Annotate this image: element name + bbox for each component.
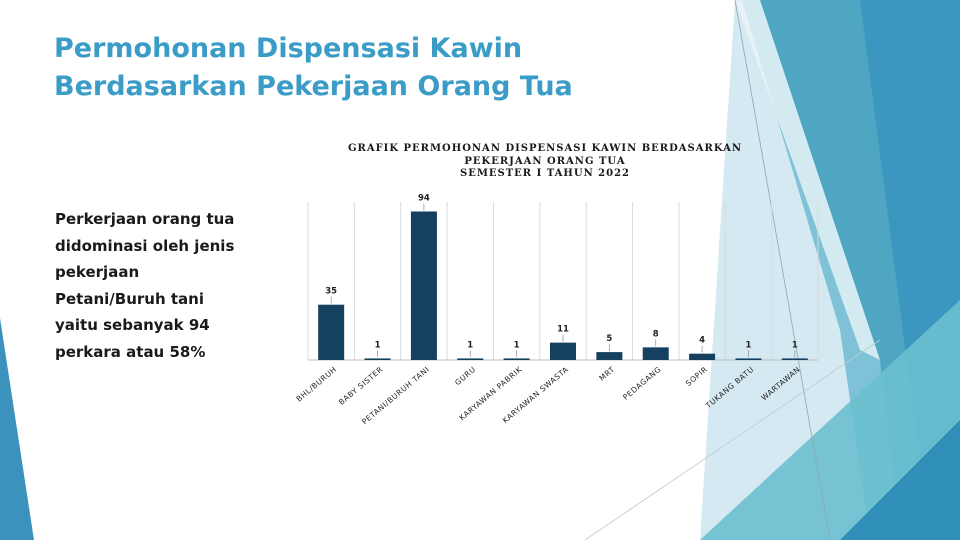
description-line-4: Petani/Buruh tani bbox=[55, 289, 204, 308]
bar bbox=[457, 358, 484, 360]
data-label: 5 bbox=[606, 334, 612, 344]
bar bbox=[364, 358, 391, 360]
slide-title-line-1: Permohonan Dispensasi Kawin bbox=[54, 33, 523, 64]
data-label: 94 bbox=[418, 193, 430, 203]
x-tick-label: BHL/BURUH bbox=[294, 365, 338, 404]
bar bbox=[735, 358, 762, 360]
thin-diagonal-line-2 bbox=[584, 339, 881, 540]
chart-title: GRAFIK PERMOHONAN DISPENSASI KAWIN BERDA… bbox=[320, 143, 770, 181]
description-line-6: perkara atau 58% bbox=[55, 342, 206, 361]
bar bbox=[689, 353, 716, 360]
x-tick-label: GURU bbox=[453, 365, 477, 388]
description-line-1: Perkerjaan orang tua bbox=[55, 210, 235, 228]
bar bbox=[781, 358, 808, 360]
data-label: 1 bbox=[792, 340, 798, 350]
lower-aqua-wedge bbox=[700, 300, 960, 540]
data-label: 1 bbox=[514, 340, 520, 350]
data-label: 35 bbox=[325, 287, 337, 297]
bar bbox=[596, 352, 623, 360]
bar bbox=[410, 211, 437, 360]
slide-title-line-2: Berdasarkan Pekerjaan Orang Tua bbox=[54, 71, 573, 102]
chart-title-line-3: SEMESTER I TAHUN 2022 bbox=[459, 168, 631, 179]
white-sliver bbox=[735, 0, 880, 360]
bar-layer bbox=[318, 211, 808, 360]
data-label: 11 bbox=[557, 325, 569, 335]
bar bbox=[550, 342, 576, 360]
left-edge-triangle bbox=[0, 318, 34, 540]
bar bbox=[318, 304, 345, 360]
data-label: 1 bbox=[745, 340, 751, 350]
description-line-2: didominasi oleh jenis bbox=[55, 236, 235, 255]
x-tick-label: MRT bbox=[597, 365, 616, 383]
bar bbox=[503, 358, 530, 360]
description-line-3: pekerjaan bbox=[55, 263, 140, 281]
x-tick-label: WARTAWAN bbox=[759, 365, 802, 403]
chart-title-line-1: GRAFIK PERMOHONAN DISPENSASI KAWIN BERDA… bbox=[347, 143, 743, 154]
chart-title-line-2: PEKERJAAN ORANG TUA bbox=[464, 155, 626, 167]
x-tick-label: PEDAGANG bbox=[621, 365, 663, 402]
data-label: 1 bbox=[467, 340, 473, 350]
description-line-5: yaitu sebanyak 94 bbox=[55, 316, 210, 334]
bar bbox=[642, 347, 669, 360]
thin-diagonal-line bbox=[734, 0, 831, 540]
data-label: 1 bbox=[375, 340, 381, 350]
x-tick-label: BABY SISTER bbox=[337, 365, 385, 407]
x-tick-label: SOPIR bbox=[684, 365, 709, 388]
description-text: Perkerjaan orang tua didominasi oleh jen… bbox=[55, 206, 265, 365]
x-tick-label: TUKANG BATU bbox=[703, 365, 756, 411]
data-label: 8 bbox=[653, 329, 659, 339]
lower-blue-wedge bbox=[840, 420, 960, 540]
slide-title: Permohonan Dispensasi Kawin Berdasarkan … bbox=[54, 30, 573, 106]
data-label: 4 bbox=[699, 336, 705, 346]
